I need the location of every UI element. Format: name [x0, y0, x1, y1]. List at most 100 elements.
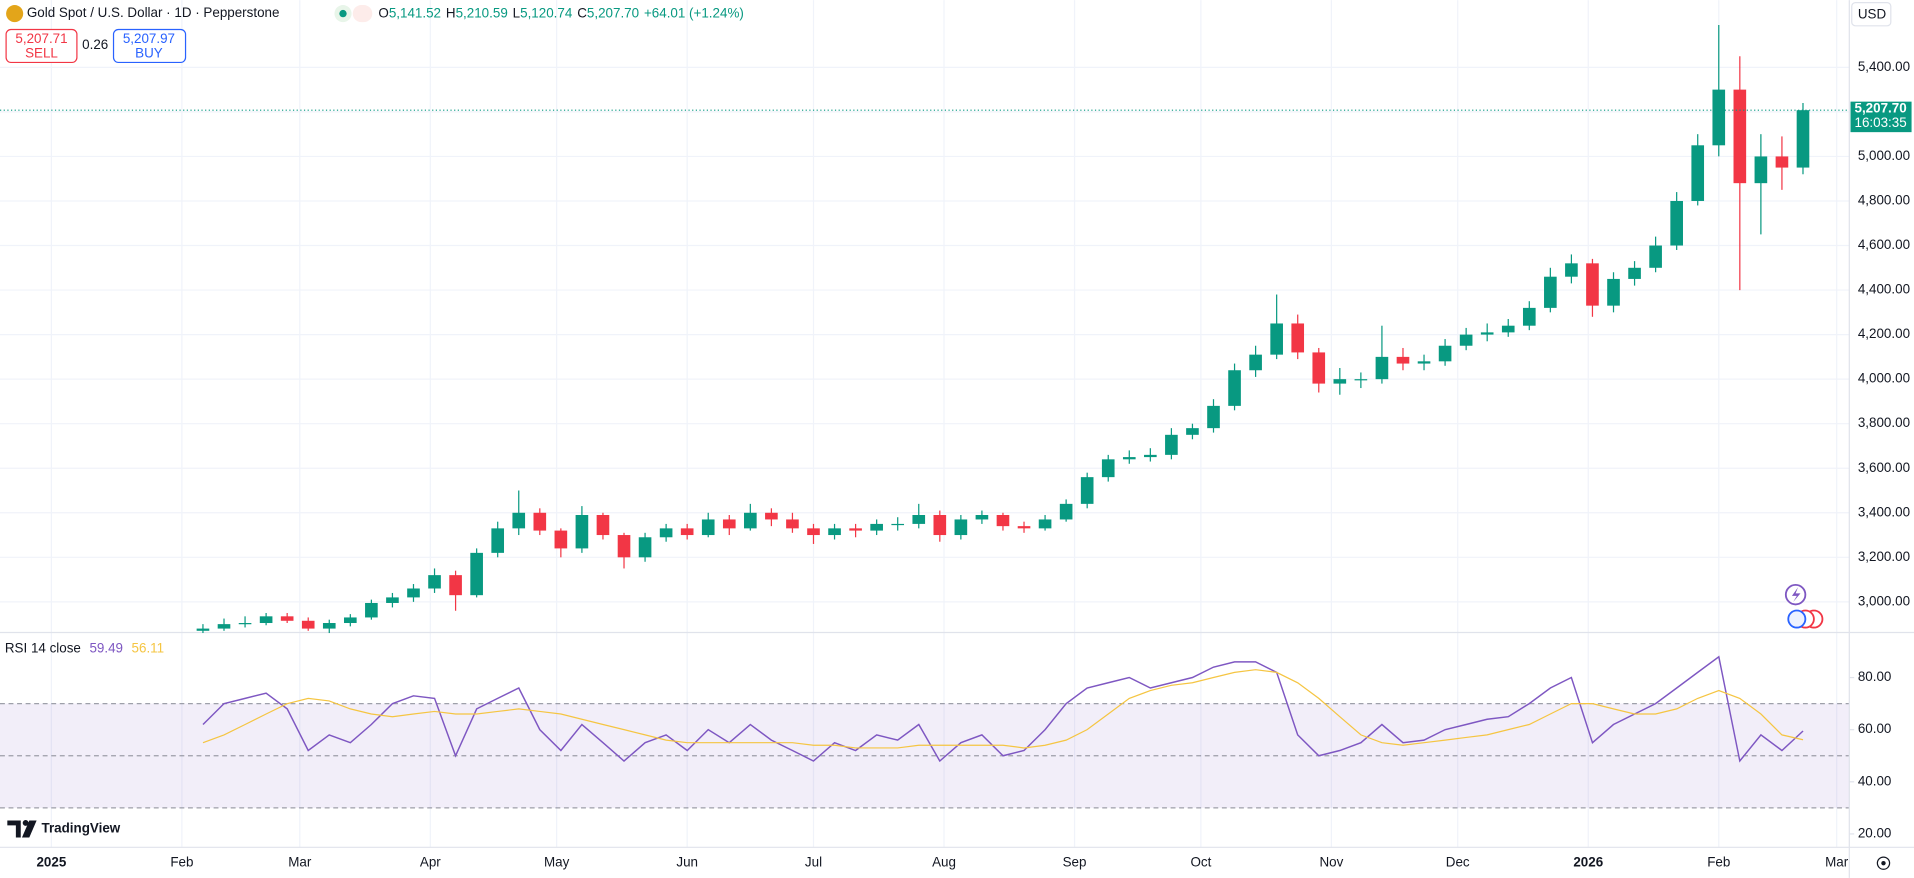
candle-body — [1586, 263, 1599, 306]
event-flag[interactable] — [1787, 609, 1807, 629]
status-dot — [339, 9, 347, 18]
candle-body — [1459, 334, 1473, 346]
candle-body — [575, 515, 589, 549]
candle-body — [891, 523, 905, 526]
x-tick-label: Oct — [1190, 855, 1211, 870]
candle-body — [1565, 263, 1578, 277]
candle-body — [996, 515, 1010, 527]
spread: 0.26 — [82, 37, 108, 52]
candle-body — [1775, 156, 1789, 168]
candle-body — [1312, 352, 1326, 384]
y-tick-label: 3,600.00 — [1858, 460, 1910, 475]
x-tick-label: Sep — [1063, 855, 1087, 870]
y-tick-label: 4,400.00 — [1858, 282, 1910, 297]
x-tick-label: Jun — [676, 855, 698, 870]
countdown: 16:03:35 — [1854, 115, 1906, 130]
last-price-label: 5,207.70 — [1854, 101, 1906, 116]
buy-price: 5,207.97 — [123, 31, 175, 46]
change: +64.01 (+1.24%) — [644, 5, 744, 20]
candle-body — [1670, 200, 1683, 246]
candle-body — [1354, 379, 1368, 381]
candle-body — [1691, 145, 1705, 201]
brand-logo: TradingView — [7, 819, 121, 838]
brand-name: TradingView — [42, 821, 121, 836]
candle-body — [638, 537, 652, 558]
candle-body — [933, 515, 947, 536]
candle-body — [322, 623, 336, 629]
candle-body — [259, 616, 273, 624]
candle-body — [1333, 379, 1347, 384]
y-tick-label: 4,800.00 — [1858, 193, 1910, 208]
x-tick-label: Feb — [170, 855, 193, 870]
candle-body — [1417, 361, 1431, 364]
y-tick-label: 3,000.00 — [1858, 593, 1910, 608]
rsi-title: RSI 14 close — [5, 640, 81, 655]
symbol-icon[interactable] — [6, 5, 24, 23]
candle-body — [1796, 110, 1810, 168]
candle-body — [1101, 459, 1115, 478]
candle-body — [1754, 156, 1768, 184]
y-tick-label: 40.00 — [1858, 773, 1892, 788]
rsi-line — [202, 669, 1804, 749]
ohlc-values: O5,141.52 H5,210.59 L5,120.74 C5,207.70 +64.… — [378, 5, 743, 20]
events-bolt — [1791, 587, 1801, 602]
candle-body — [1607, 278, 1620, 306]
candle-body — [217, 624, 231, 629]
candle-body — [533, 512, 547, 531]
currency-button[interactable] — [1851, 2, 1892, 27]
sell-price: 5,207.71 — [15, 31, 67, 46]
sell-label: SELL — [25, 45, 58, 60]
x-tick-label: Mar — [288, 855, 312, 870]
candle-body — [975, 515, 989, 520]
y-tick-label: 3,800.00 — [1858, 415, 1910, 430]
settings-icon-center — [1881, 860, 1886, 866]
candle-body — [1396, 356, 1410, 364]
candle-body — [1122, 457, 1136, 460]
y-tick-label: 5,000.00 — [1858, 148, 1910, 163]
currency: USD — [1858, 6, 1887, 21]
candle-body — [786, 519, 799, 529]
candle-body — [596, 515, 610, 536]
candle-body — [1438, 345, 1452, 362]
settings-icon[interactable] — [1876, 856, 1891, 870]
candle-body — [1017, 526, 1031, 529]
rsi-legend-value: 56.11 — [132, 640, 165, 655]
x-tick-label: Dec — [1446, 855, 1470, 870]
sell-button[interactable] — [5, 28, 78, 64]
y-tick-label: 5,400.00 — [1858, 59, 1910, 74]
ohlc-label: H — [446, 5, 456, 20]
logo-mark — [21, 820, 37, 838]
candle-body — [1628, 267, 1641, 279]
x-tick-label: Jul — [805, 855, 822, 870]
symbol-title[interactable]: Gold Spot / U.S. Dollar · 1D · Peppersto… — [27, 5, 280, 20]
ohlc-value: 5,120.74 — [520, 5, 573, 20]
candle-body — [617, 535, 631, 558]
candle-body — [196, 628, 210, 631]
y-tick-label: 3,400.00 — [1858, 504, 1910, 519]
candle-body — [722, 519, 736, 529]
ohlc-value: 5,210.59 — [456, 5, 508, 20]
candle-body — [449, 575, 462, 596]
x-tick-label: May — [544, 855, 570, 870]
ohlc-label: C — [577, 5, 587, 20]
candle-body — [407, 588, 420, 598]
candle-body — [1544, 276, 1557, 308]
candle-body — [912, 515, 926, 524]
status-icon[interactable] — [352, 5, 373, 23]
candle-body — [765, 512, 778, 520]
ohlc-value: 5,207.70 — [587, 5, 639, 20]
candle-body — [1270, 323, 1283, 355]
ohlc-value: 5,141.52 — [389, 5, 441, 20]
ohlc-label: O — [378, 5, 388, 20]
candle-body — [344, 617, 357, 624]
rsi-line — [202, 655, 1804, 763]
candle-body — [849, 528, 862, 531]
x-tick-label: Mar — [1825, 855, 1849, 870]
candle-body — [1501, 325, 1515, 333]
candle-body — [280, 616, 294, 621]
buy-button[interactable] — [112, 28, 187, 64]
last-price-box — [1850, 101, 1912, 133]
buy-label: BUY — [135, 45, 163, 60]
